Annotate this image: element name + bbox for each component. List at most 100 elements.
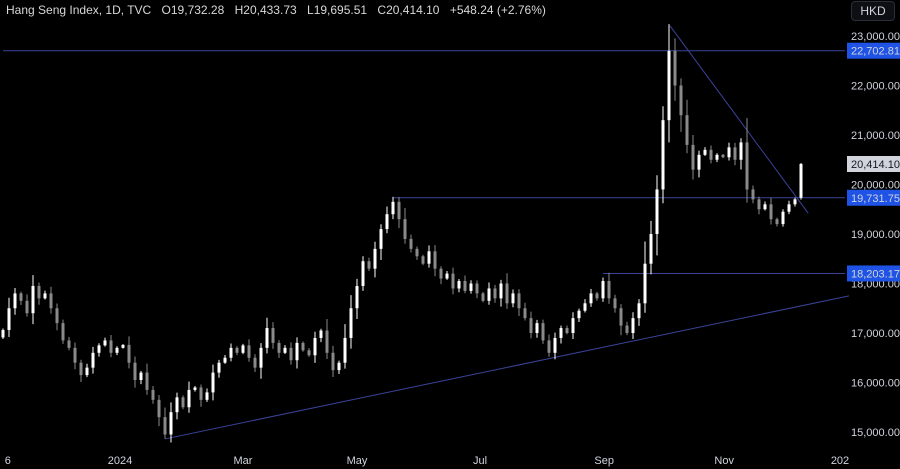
x-axis-tick: Jul (473, 455, 487, 467)
candle (7, 297, 11, 337)
candle-body (133, 362, 137, 381)
candle (553, 332, 557, 360)
candle (547, 334, 551, 357)
candle (67, 336, 71, 351)
candle (121, 344, 125, 349)
candle (607, 272, 611, 304)
candle-body (217, 362, 221, 373)
candle (523, 302, 527, 321)
candle (301, 341, 305, 352)
candle (505, 273, 509, 309)
candle (247, 339, 251, 362)
candle (349, 295, 353, 349)
candle (91, 346, 95, 374)
candle-body (319, 330, 323, 338)
candle-body (445, 273, 449, 279)
candle (253, 354, 257, 373)
candle-body (97, 345, 101, 353)
candle-body (625, 325, 629, 333)
candle-body (259, 347, 263, 368)
candle (25, 294, 29, 317)
candle-body (331, 352, 335, 371)
candle (541, 319, 545, 344)
candle-body (127, 344, 131, 363)
y-axis-tick: 15,000.00 (851, 427, 900, 439)
y-axis-tick: 19,000.00 (851, 229, 900, 241)
candle (517, 289, 521, 316)
candle-body (295, 342, 299, 361)
candle-body (91, 352, 95, 368)
candle-body (157, 399, 161, 418)
candle-body (313, 337, 317, 356)
candle-body (343, 337, 347, 363)
candle-body (409, 238, 413, 249)
candle-body (559, 328, 563, 338)
candle-body (637, 303, 641, 319)
candle-body (697, 154, 701, 170)
x-axis-tick: Nov (714, 455, 734, 467)
candle-body (499, 283, 503, 299)
y-axis-tick: 21,000.00 (851, 130, 900, 142)
candle (319, 328, 323, 343)
candle-body (619, 308, 623, 326)
candle (481, 291, 485, 303)
candle-body (715, 154, 719, 160)
badge-label: 19,731.75 (851, 193, 900, 205)
candle (571, 312, 575, 339)
y-axis-tick: 18,000.00 (851, 279, 900, 291)
candle-body (277, 342, 281, 353)
candle (709, 145, 713, 164)
candle-body (757, 199, 761, 210)
candle-body (643, 263, 647, 304)
candle-body (415, 248, 419, 257)
candle-body (55, 308, 59, 324)
candle (205, 388, 209, 402)
candle-body (421, 256, 425, 264)
candle-body (175, 397, 179, 413)
candle (175, 392, 179, 420)
trend-line (669, 25, 809, 214)
candle (643, 241, 647, 313)
candle (385, 206, 389, 234)
candle (295, 337, 299, 369)
candle (37, 282, 41, 305)
candle (115, 346, 119, 356)
ohlc-change: +548.24 (+2.76%) (449, 3, 546, 17)
candle (421, 254, 425, 266)
candle (451, 267, 455, 295)
candle (199, 384, 203, 407)
candle (631, 312, 635, 339)
candle-body (151, 389, 155, 400)
candle (433, 245, 437, 277)
candle (655, 175, 659, 256)
candle (493, 284, 497, 303)
ohlc-open: O19,732.28 (161, 3, 225, 17)
candle (145, 363, 149, 395)
candle (487, 282, 491, 305)
candle-body (427, 251, 431, 264)
candle-body (283, 347, 287, 353)
candle-body (505, 283, 509, 304)
candle-body (79, 362, 83, 376)
badge-label: 20,414.10 (851, 159, 900, 171)
currency-button[interactable]: HKD (851, 1, 895, 21)
candle (277, 340, 281, 358)
candle (241, 343, 245, 355)
candle-body (325, 330, 329, 353)
candle (439, 266, 443, 285)
candle (283, 345, 287, 354)
candle-body (301, 342, 305, 351)
candle (313, 331, 317, 363)
candle-body (769, 204, 773, 220)
candle (109, 334, 113, 358)
candle-body (721, 154, 725, 158)
candle (745, 117, 749, 203)
x-axis-tick: 6 (5, 455, 11, 467)
candle-body (517, 293, 521, 309)
candle-body (595, 293, 599, 299)
candle-body (49, 293, 53, 309)
current-price-badge: 20,414.10 (847, 156, 900, 173)
candle (613, 294, 617, 313)
candle (223, 354, 227, 364)
